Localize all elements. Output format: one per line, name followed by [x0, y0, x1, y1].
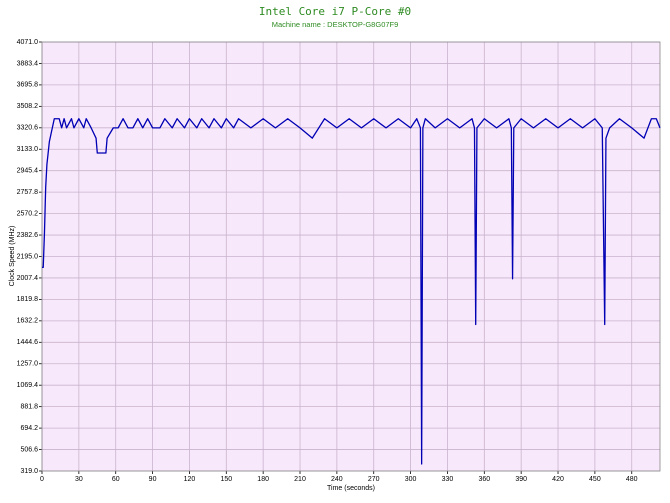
y-tick-label: 1444.6: [17, 339, 39, 346]
x-tick-label: 90: [149, 476, 157, 483]
x-tick-label: 210: [294, 476, 306, 483]
y-tick-label: 2945.4: [17, 168, 39, 175]
y-tick-label: 1632.2: [17, 318, 39, 325]
y-tick-label: 319.0: [20, 468, 38, 475]
y-tick-label: 881.8: [20, 403, 38, 410]
data-line: [42, 118, 661, 465]
y-tick-label: 1819.8: [17, 296, 39, 303]
plot-border: [41, 41, 661, 472]
y-axis-label: Clock Speed (MHz): [9, 226, 16, 287]
y-tick-label: 3695.8: [17, 82, 39, 89]
x-tick-label: 60: [112, 476, 120, 483]
x-tick-label: 270: [368, 476, 380, 483]
x-tick-label: 480: [626, 476, 638, 483]
x-tick-label: 420: [552, 476, 564, 483]
x-tick-label: 450: [589, 476, 601, 483]
y-tick-label: 3508.2: [17, 103, 39, 110]
x-tick-label: 0: [40, 476, 44, 483]
y-tick-label: 1069.4: [17, 382, 39, 389]
y-tick-label: 2757.8: [17, 189, 39, 196]
y-tick-label: 1257.0: [17, 361, 39, 368]
y-tick-label: 2382.6: [17, 232, 39, 239]
x-tick-label: 120: [184, 476, 196, 483]
x-tick-label: 240: [331, 476, 343, 483]
x-tick-label: 300: [405, 476, 417, 483]
y-tick-label: 3133.0: [17, 146, 39, 153]
y-tick-label: 2007.4: [17, 275, 39, 282]
y-tick-label: 3883.4: [17, 60, 39, 67]
x-tick-label: 180: [257, 476, 269, 483]
y-tick-label: 4071.0: [17, 39, 39, 46]
y-tick-label: 3320.6: [17, 125, 39, 132]
chart-subtitle: Machine name : DESKTOP-G8G07F9: [272, 20, 399, 29]
chart-title: Intel Core i7 P-Core #0: [259, 5, 411, 18]
x-tick-label: 390: [515, 476, 527, 483]
y-tick-label: 2570.2: [17, 210, 39, 217]
y-tick-label: 2195.0: [17, 253, 39, 260]
x-tick-label: 30: [75, 476, 83, 483]
x-axis-label: Time (seconds): [327, 485, 375, 492]
y-tick-label: 694.2: [20, 425, 38, 432]
x-tick-label: 360: [478, 476, 490, 483]
x-tick-label: 150: [220, 476, 232, 483]
x-tick-label: 330: [442, 476, 454, 483]
y-tick-label: 506.6: [20, 446, 38, 453]
